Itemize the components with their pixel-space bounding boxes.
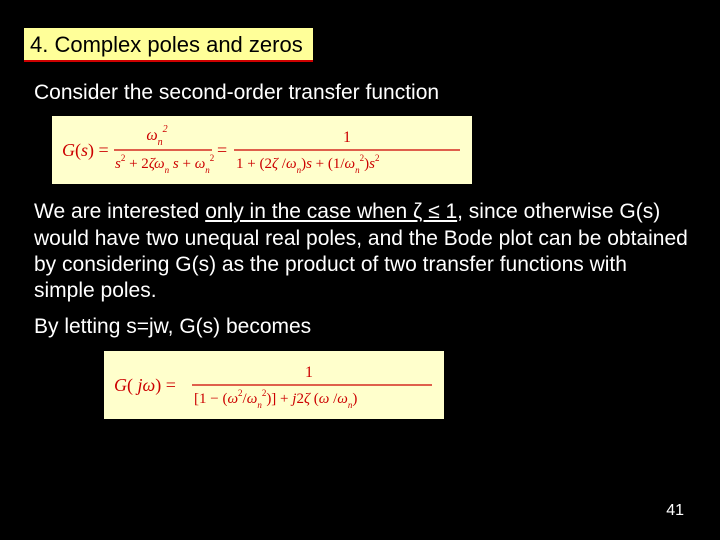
slide: 4. Complex poles and zeros Consider the … bbox=[0, 0, 720, 540]
svg-text:s2 + 2ζωn s + ωn2: s2 + 2ζωn s + ωn2 bbox=[115, 153, 214, 175]
main-paragraph: We are interested only in the case when … bbox=[34, 199, 692, 304]
svg-text:=: = bbox=[217, 140, 227, 160]
equation-2-container: G( jω) = 1 [1 − (ω2/ωn2)] + j2ζ (ω /ωn) bbox=[104, 351, 696, 424]
svg-text:1: 1 bbox=[305, 364, 313, 381]
svg-text:ωn2: ωn2 bbox=[146, 124, 167, 148]
page-number: 41 bbox=[666, 502, 684, 520]
para-frag-b-underlined: only in the case when ζ ≤ 1 bbox=[205, 200, 457, 223]
svg-text:G(s) =: G(s) = bbox=[62, 140, 109, 161]
svg-text:1 + (2ζ /ωn)s + (1/ωn2)s2: 1 + (2ζ /ωn)s + (1/ωn2)s2 bbox=[236, 153, 379, 175]
section-title-box: 4. Complex poles and zeros bbox=[24, 28, 313, 62]
equation-2-box: G( jω) = 1 [1 − (ω2/ωn2)] + j2ζ (ω /ωn) bbox=[104, 351, 444, 419]
svg-text:[1 − (ω2/ωn2)] + j2ζ (ω /ωn): [1 − (ω2/ωn2)] + j2ζ (ω /ωn) bbox=[194, 388, 357, 410]
section-title: 4. Complex poles and zeros bbox=[30, 32, 303, 57]
equation-1-box: G(s) = ωn2 s2 + 2ζωn s + ωn2 = 1 1 + (2ζ… bbox=[52, 116, 472, 184]
svg-text:G( jω) =: G( jω) = bbox=[114, 375, 176, 396]
svg-text:1: 1 bbox=[343, 129, 351, 146]
equation-2: G( jω) = 1 [1 − (ω2/ωn2)] + j2ζ (ω /ωn) bbox=[114, 357, 434, 413]
intro-text: Consider the second-order transfer funct… bbox=[34, 80, 692, 106]
para-frag-a: We are interested bbox=[34, 200, 205, 223]
equation-1-container: G(s) = ωn2 s2 + 2ζωn s + ωn2 = 1 1 + (2ζ… bbox=[52, 116, 696, 189]
equation-1: G(s) = ωn2 s2 + 2ζωn s + ωn2 = 1 1 + (2ζ… bbox=[62, 122, 462, 178]
substitution-text: By letting s=jw, G(s) becomes bbox=[34, 314, 692, 340]
